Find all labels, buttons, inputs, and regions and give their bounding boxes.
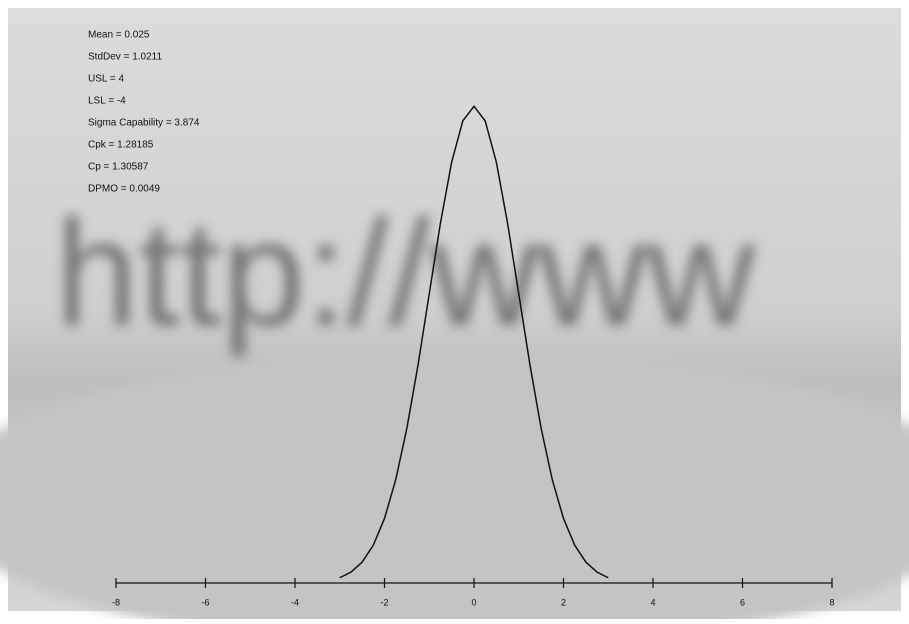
background-shape [0,350,909,624]
stat-label: USL = 4 [88,74,124,85]
stat-label: Mean = 0.025 [88,30,150,41]
background-text: http://www [55,189,756,357]
distribution-curve [339,105,609,579]
x-tick-label: 0 [471,597,476,607]
x-tick-label: 2 [561,597,566,607]
x-tick-label: 6 [740,597,745,607]
x-tick-label: -8 [112,597,120,607]
stat-label: StdDev = 1.0211 [88,52,162,63]
stat-label: DPMO = 0.0049 [88,184,160,195]
x-tick-label: 8 [829,597,834,607]
stat-label: Sigma Capability = 3.874 [88,118,200,129]
x-tick-label: -4 [291,597,299,607]
x-tick-label: 4 [650,597,655,607]
stat-label: LSL = -4 [88,96,126,107]
stat-label: Cp = 1.30587 [88,162,149,173]
x-tick-label: -6 [201,597,209,607]
stat-label: Cpk = 1.28185 [88,140,154,151]
x-tick-label: -2 [380,597,388,607]
